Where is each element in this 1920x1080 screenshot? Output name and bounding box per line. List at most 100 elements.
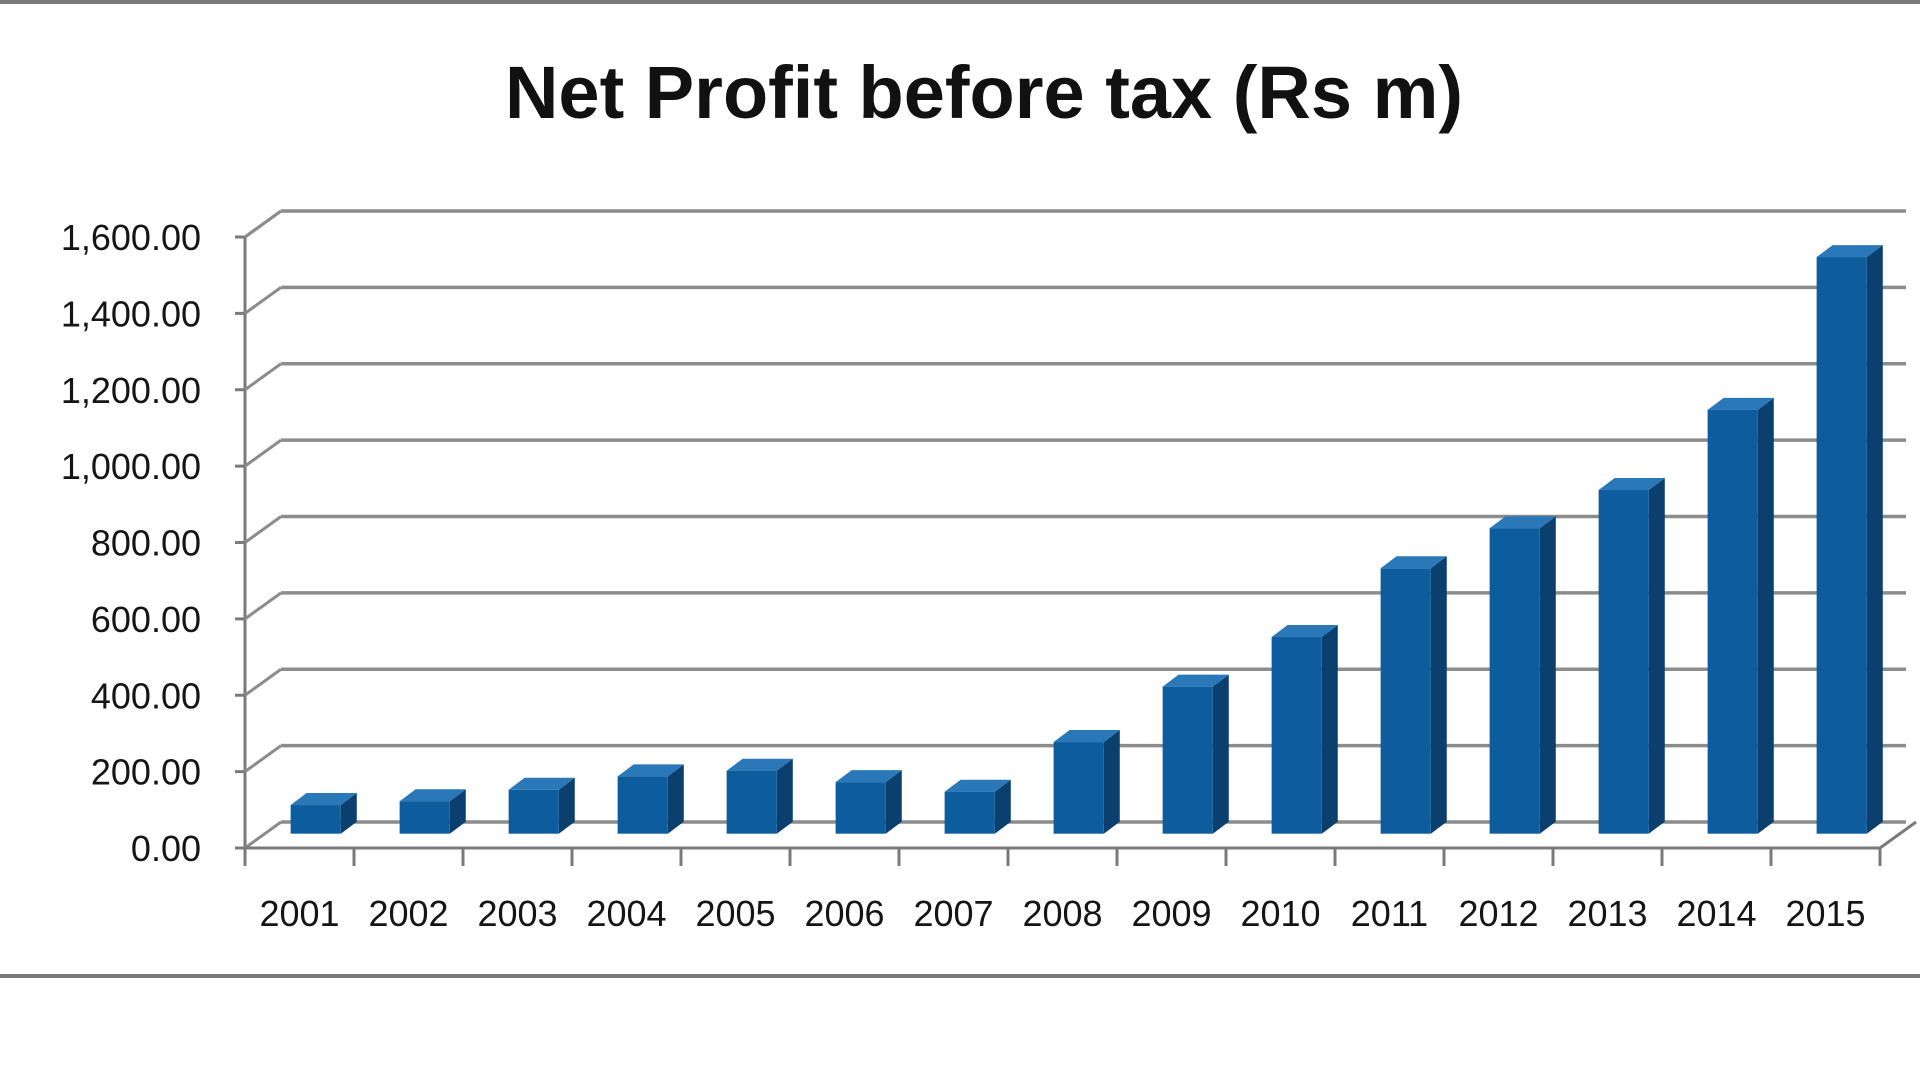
bar-side-face: [1321, 625, 1338, 834]
x-tick-label: 2013: [1567, 893, 1647, 934]
bar: [1489, 528, 1540, 834]
bar-2008: [1053, 730, 1120, 834]
x-tick-label: 2014: [1676, 893, 1756, 934]
bar-top-face: [508, 777, 575, 790]
bar: [399, 801, 450, 834]
x-tick-label: 2005: [695, 893, 775, 934]
bar-2010: [1271, 625, 1338, 834]
bar-top-face: [726, 758, 793, 771]
bar-side-face: [1866, 245, 1883, 834]
bar: [1162, 686, 1213, 834]
bar-2013: [1598, 478, 1665, 834]
y-tick-label: 1,200.00: [61, 370, 201, 411]
bar-2014: [1707, 397, 1774, 834]
bar: [508, 789, 559, 834]
x-tick-label: 2011: [1351, 893, 1428, 934]
bar-top-face: [944, 779, 1011, 792]
bar: [1816, 257, 1867, 834]
bar-2003: [508, 777, 575, 834]
bar-top-face: [1598, 478, 1665, 491]
bar-side-face: [1539, 516, 1556, 834]
x-tick-label: 2002: [368, 893, 448, 934]
bar: [1598, 490, 1649, 834]
bar: [1707, 409, 1758, 834]
bar-2011: [1380, 556, 1447, 834]
bar-side-face: [1757, 397, 1774, 834]
x-tick-label: 2004: [586, 893, 666, 934]
bar-side-face: [885, 770, 902, 834]
bar-2015: [1816, 245, 1883, 834]
bar: [944, 791, 995, 834]
gridline-depth: [244, 209, 282, 239]
bar-2009: [1162, 674, 1229, 834]
floor-right-edge: [1879, 820, 1917, 850]
gridline-depth: [244, 515, 282, 544]
bar: [1053, 742, 1104, 834]
bar: [726, 770, 777, 834]
x-tick-label: 2007: [913, 893, 993, 934]
bar: [835, 782, 886, 834]
bar-top-face: [290, 793, 357, 806]
bar-top-face: [617, 764, 684, 777]
bar-2001: [290, 793, 357, 834]
gridline-depth: [244, 744, 282, 773]
gridline-depth: [244, 820, 282, 850]
bar-top-face: [1816, 245, 1883, 258]
bar-top-face: [1707, 397, 1774, 410]
bar-2005: [726, 758, 793, 834]
bar-2004: [617, 764, 684, 834]
x-tick-label: 2001: [259, 893, 339, 934]
bar-side-face: [340, 793, 357, 834]
y-tick-label: 800.00: [91, 523, 201, 564]
gridline-depth: [244, 668, 282, 697]
bar-2007: [944, 779, 1011, 834]
x-tick-label: 2006: [804, 893, 884, 934]
bar: [290, 805, 341, 834]
y-tick-label: 1,000.00: [61, 446, 201, 487]
x-tick-label: 2008: [1022, 893, 1102, 934]
bar: [617, 776, 668, 834]
y-tick-label: 600.00: [91, 599, 201, 640]
gridline-depth: [244, 591, 282, 621]
bar-top-face: [1271, 625, 1338, 638]
bar-side-face: [1430, 556, 1447, 834]
bar-2002: [399, 789, 466, 834]
x-tick-label: 2012: [1458, 893, 1538, 934]
bar-top-face: [1489, 516, 1556, 529]
y-tick-label: 200.00: [91, 752, 201, 793]
bar: [1271, 637, 1322, 834]
bar-side-face: [449, 789, 466, 834]
bar-top-face: [1380, 556, 1447, 569]
bar-side-face: [558, 777, 575, 834]
y-axis-tick-labels: 0.00 200.00 400.00 600.00 800.00 1,000.00 1,20…: [61, 217, 201, 869]
gridline-depth: [244, 286, 282, 315]
bar-side-face: [1103, 730, 1120, 834]
bar-2012: [1489, 516, 1556, 834]
x-tick-label: 2009: [1131, 893, 1211, 934]
bar-2006: [835, 770, 902, 834]
y-tick-label: 0.00: [131, 828, 201, 869]
bar-side-face: [1648, 478, 1665, 834]
bar-side-face: [667, 764, 684, 834]
y-tick-label: 400.00: [91, 675, 201, 716]
bar-top-face: [399, 789, 466, 802]
x-axis-tick-labels: 2001 2002 2003 2004 2005 2006 2007 2008 2009 2010…: [259, 893, 1865, 934]
bar-side-face: [1212, 674, 1229, 834]
bar-side-face: [776, 758, 793, 834]
bar-side-face: [994, 779, 1011, 834]
x-tick-label: 2015: [1785, 893, 1865, 934]
bar-top-face: [1053, 730, 1120, 743]
gridline-depth: [244, 438, 282, 468]
y-tick-label: 1,600.00: [61, 217, 201, 258]
y-tick-label: 1,400.00: [61, 293, 201, 334]
bar-layer: [290, 245, 1883, 834]
bar: [1380, 568, 1431, 834]
gridline-depth: [244, 362, 282, 391]
bar-top-face: [1162, 674, 1229, 687]
chart-title: Net Profit before tax (Rs m): [505, 51, 1463, 134]
bar-top-face: [835, 770, 902, 783]
x-tick-label: 2003: [477, 893, 557, 934]
x-tick-label: 2010: [1240, 893, 1320, 934]
